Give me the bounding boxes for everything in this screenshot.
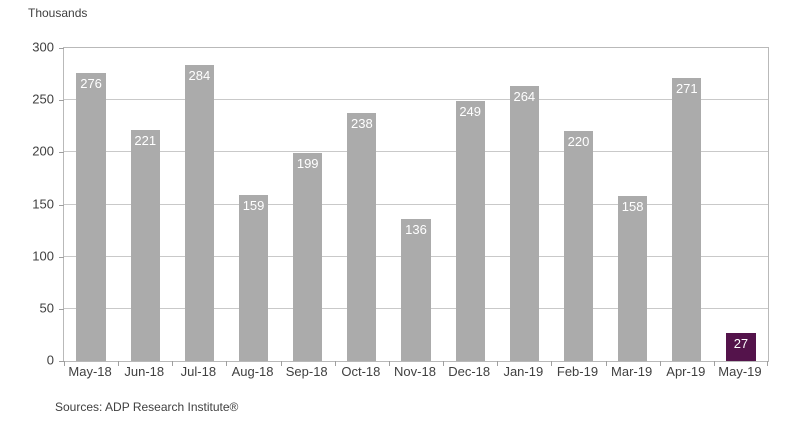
bar-column: 158 [606,48,660,361]
y-axis-units-label: Thousands [28,6,88,20]
x-axis-tick-label: Nov-18 [394,364,436,379]
x-axis-tick-label: Aug-18 [231,364,274,379]
y-axis-tick [59,48,64,49]
x-axis-tick [226,361,228,366]
x-axis-tick [334,361,336,366]
gridline [64,99,768,101]
x-axis-tick [388,361,390,366]
x-axis-tick-label: Jul-18 [180,364,217,379]
bar: 27 [726,332,756,361]
bar: 221 [130,130,160,361]
plot-area: 276 221 284 159 199 238 136 249 264 220 158 271 27 [59,47,769,366]
x-axis-labels: May-18 Jun-18 Jul-18 Aug-18 Sep-18 Oct-18 Nov-… [63,364,767,379]
x-axis-tick [767,361,768,366]
bar: 159 [238,195,269,361]
bar-column: 249 [443,48,497,361]
x-axis-tick-label: Jun-18 [124,364,165,379]
y-axis-tick-label: 300 [32,39,54,55]
bar: 271 [672,78,702,361]
x-axis-tick [605,361,607,366]
bar-column: 271 [660,48,714,361]
bar: 199 [293,153,323,361]
y-axis-tick [59,361,64,362]
y-axis-tick-label: 50 [39,300,54,316]
x-axis-tick-label: Dec-18 [448,364,491,379]
bar-column: 238 [335,48,389,361]
bar-value-label: 199 [296,156,319,172]
bar-value-label: 158 [621,199,644,215]
x-axis-tick [280,361,282,366]
x-axis-tick [172,361,174,366]
bar: 158 [618,196,648,361]
x-axis-tick [64,361,65,366]
bar-value-label: 284 [188,67,211,83]
bar-value-label: 271 [675,81,698,97]
x-axis-tick-label: Mar-19 [611,364,653,379]
bar-column: 220 [551,48,605,361]
bar-value-label: 276 [80,76,102,92]
y-axis-tick [59,256,64,258]
bar: 249 [455,101,485,361]
x-axis-tick [551,361,553,366]
x-axis-tick [713,361,715,366]
y-axis-tick-label: 250 [32,91,54,107]
bar-column: 199 [281,48,335,361]
bar-column: 27 [714,48,768,361]
x-axis-tick [118,361,120,366]
bar: 284 [184,64,214,361]
bar: 238 [347,112,377,361]
bar-value-label: 159 [242,198,265,214]
bars-container: 276 221 284 159 199 238 136 249 264 220 158 271 27 [64,48,768,361]
y-axis-tick-label: 200 [32,143,54,159]
x-axis-tick-label: May-19 [718,364,762,379]
bar-value-label: 27 [733,335,749,351]
bar-value-label: 220 [567,134,590,150]
gridline [64,203,768,205]
x-axis-tick-label: Jan-19 [503,364,544,379]
bar: 136 [401,219,431,361]
y-axis-tick-label: 0 [46,352,54,368]
x-axis-tick [443,361,445,366]
y-axis-tick [59,152,64,154]
y-axis-labels: 0 50 100 150 200 250 300 [0,40,54,368]
y-axis-tick-label: 150 [32,196,54,211]
x-axis-tick-label: May-18 [68,364,112,379]
bar-value-label: 238 [351,115,373,131]
bar: 220 [563,131,594,361]
bar-value-label: 136 [405,222,427,238]
x-axis-tick-label: Oct-18 [341,364,381,379]
bar-value-label: 221 [134,133,157,149]
x-axis-tick-label: Sep-18 [285,364,328,379]
bar: 264 [509,85,539,361]
y-axis-tick [59,204,64,206]
x-axis-tick-label: Feb-19 [556,364,599,379]
bar-value-label: 249 [459,104,482,120]
y-axis-tick-label: 100 [32,248,54,264]
y-axis-tick [59,308,64,310]
bar-value-label: 264 [513,88,536,104]
bar-column: 276 [64,48,118,361]
bar-column: 221 [118,48,172,361]
bar-column: 136 [389,48,443,361]
bar: 276 [76,73,106,361]
x-axis-tick [497,361,499,366]
gridline [64,151,768,153]
y-axis-tick [59,100,64,102]
x-axis-tick-label: Apr-19 [666,364,706,379]
source-note: Sources: ADP Research Institute® [55,400,239,414]
x-axis-tick [659,361,661,366]
bar-column: 159 [226,48,280,361]
bar-column: 284 [172,48,226,361]
bar-column: 264 [497,48,551,361]
